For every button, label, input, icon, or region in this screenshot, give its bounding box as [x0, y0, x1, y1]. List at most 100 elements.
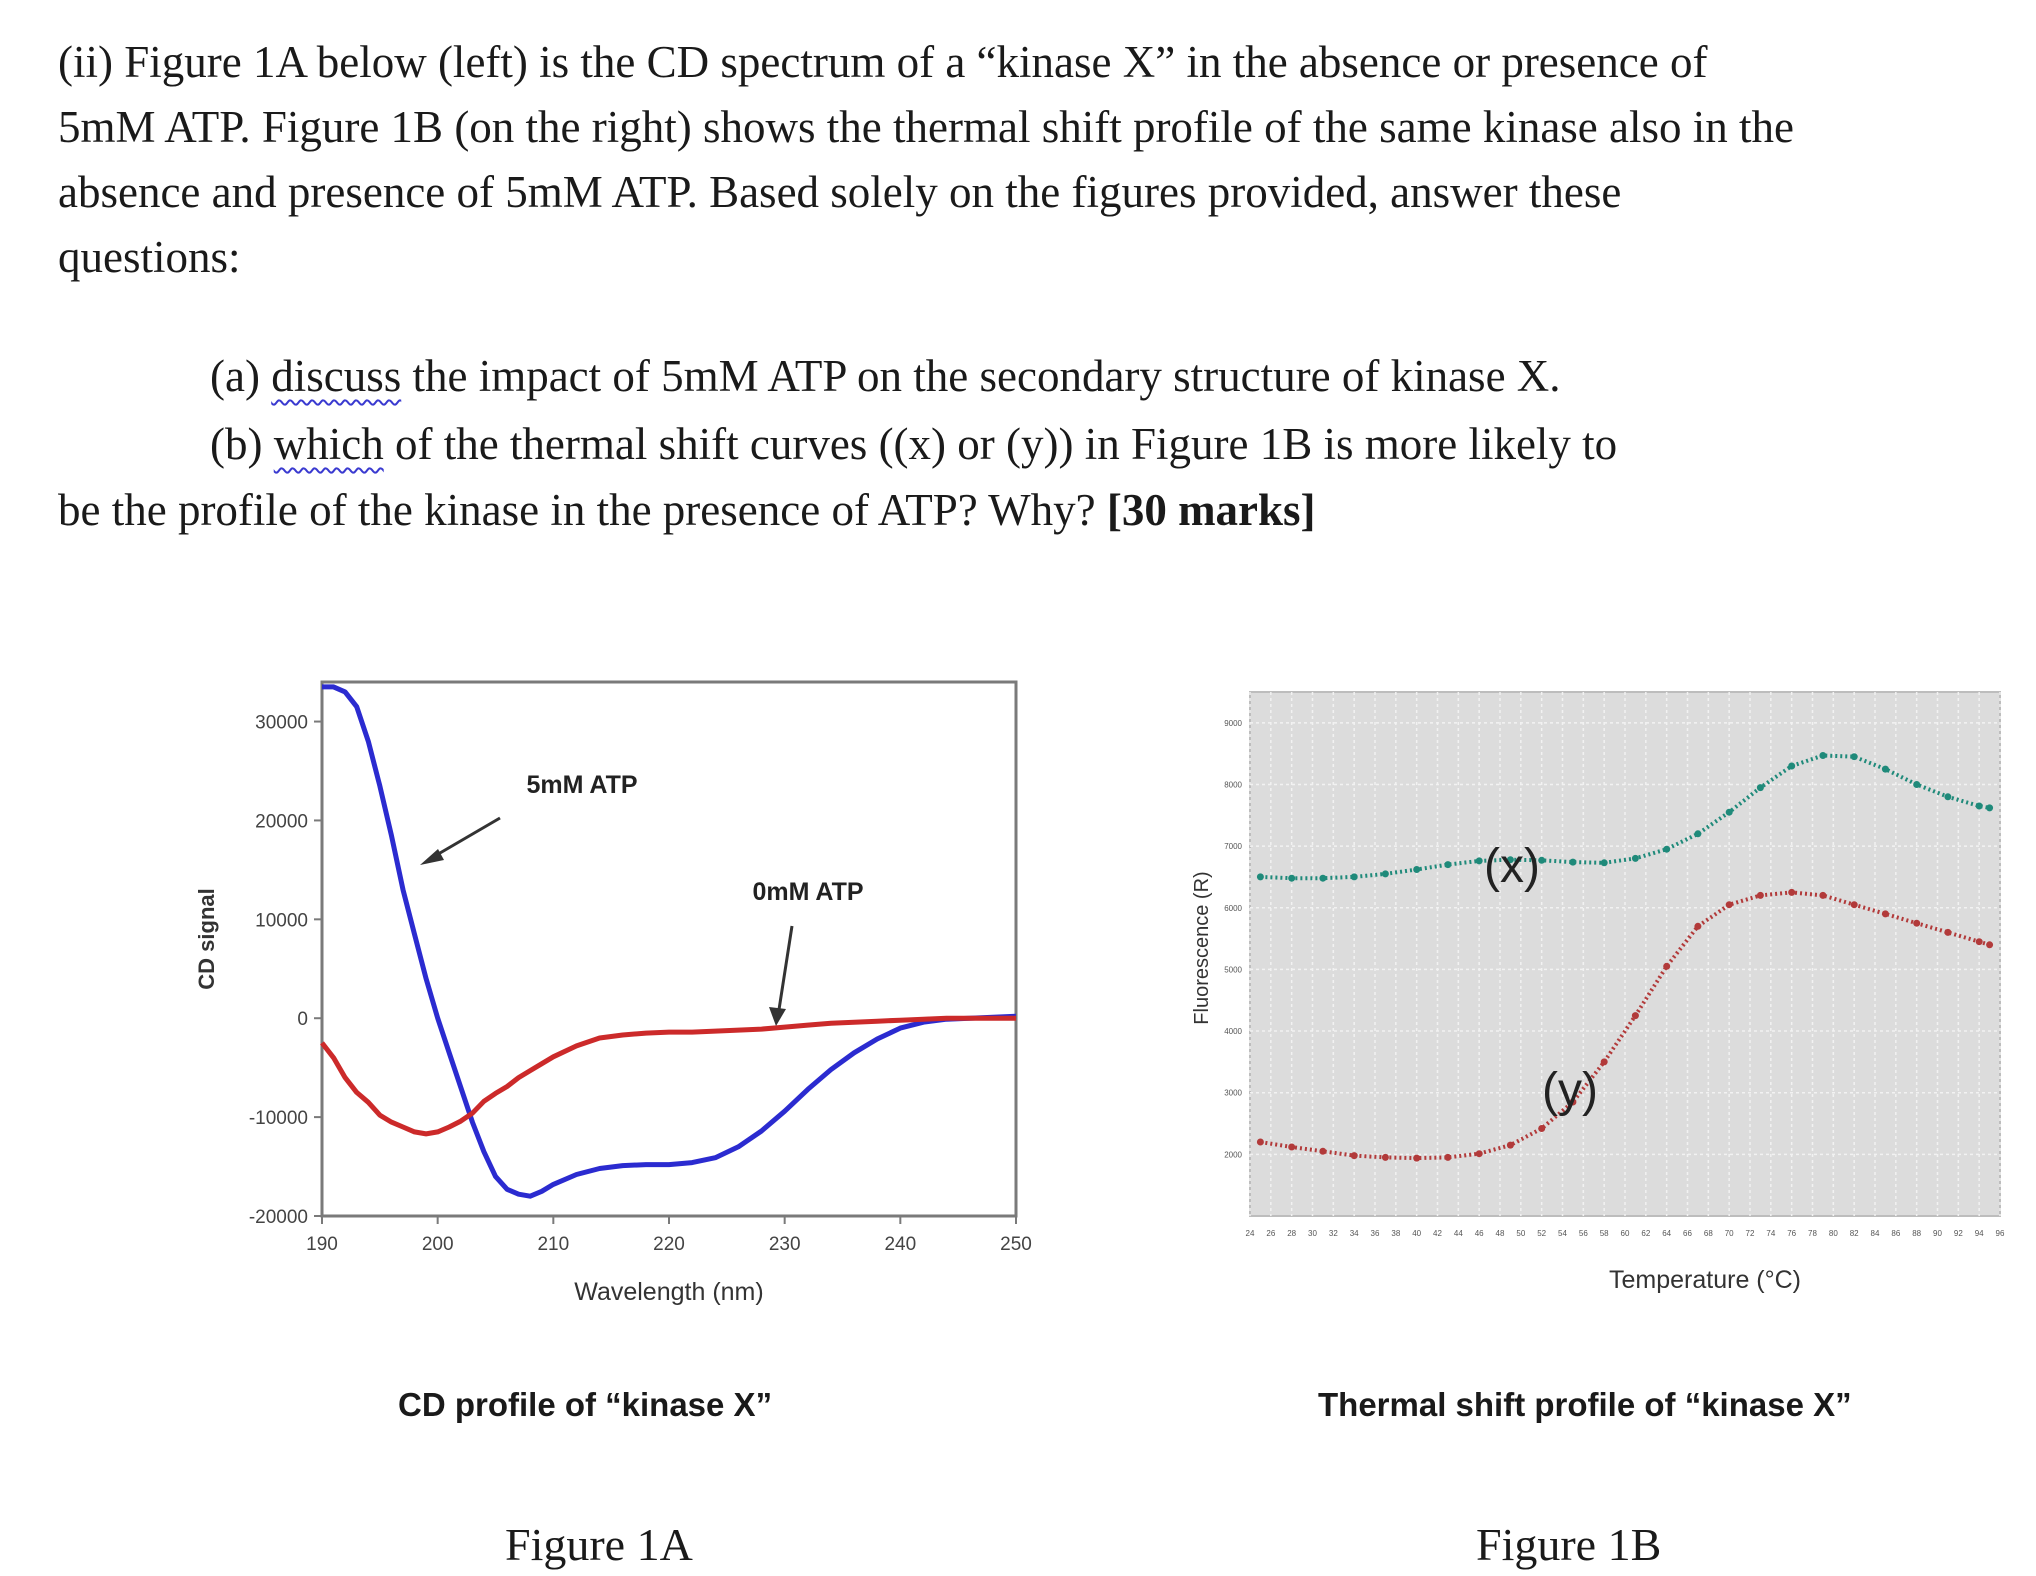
data-point-x	[1788, 762, 1796, 770]
x-tick-label: 46	[1475, 1229, 1484, 1238]
data-point-y	[1756, 891, 1764, 899]
y-tick-label: -20000	[249, 1207, 308, 1228]
data-point-y	[1725, 901, 1733, 909]
y-tick-label: -10000	[249, 1108, 308, 1129]
x-tick-label: 64	[1662, 1229, 1671, 1238]
data-point-y	[1850, 901, 1858, 909]
x-tick-label: 86	[1891, 1229, 1900, 1238]
data-point-x	[1444, 861, 1452, 869]
data-point-x	[1881, 765, 1889, 773]
x-axis-label: Wavelength (nm)	[574, 1278, 763, 1306]
y-tick-label: 9000	[1224, 719, 1242, 728]
figure-1b-caption: Thermal shift profile of “kinase X”	[1318, 1386, 1852, 1423]
x-tick-label: 52	[1537, 1229, 1546, 1238]
data-point-y	[1506, 1141, 1514, 1149]
y-tick-label: 5000	[1224, 965, 1242, 974]
x-tick-label: 96	[1996, 1229, 2005, 1238]
part-a-prefix: (a)	[210, 351, 272, 401]
question-part-a: (a) discuss the impact of 5mM ATP on the…	[210, 350, 1561, 402]
figure-1a-label: Figure 1A	[505, 1519, 693, 1570]
data-point-x	[1850, 753, 1858, 761]
annotation-x: (x)	[1484, 840, 1540, 893]
x-tick-label: 60	[1621, 1229, 1630, 1238]
x-tick-label: 80	[1829, 1229, 1838, 1238]
x-tick-label: 30	[1308, 1229, 1317, 1238]
data-point-x	[1413, 866, 1421, 873]
y-tick-label: 20000	[255, 811, 308, 832]
y-tick-label: 10000	[255, 910, 308, 931]
data-point-y	[1413, 1154, 1421, 1162]
data-point-x	[1319, 874, 1327, 882]
data-point-x	[1631, 854, 1639, 862]
y-tick-label: 2000	[1224, 1150, 1242, 1159]
data-point-y	[1819, 891, 1827, 899]
data-point-y	[1569, 1098, 1577, 1106]
x-tick-label: 82	[1850, 1229, 1859, 1238]
y-tick-label: 3000	[1224, 1089, 1242, 1098]
marks-label: [30 marks]	[1106, 485, 1316, 535]
x-tick-label: 68	[1704, 1229, 1713, 1238]
data-point-x	[1756, 784, 1764, 792]
data-point-x	[1986, 804, 1994, 812]
data-point-x	[1819, 752, 1827, 759]
data-point-y	[1319, 1147, 1327, 1155]
annotation-y: (y)	[1542, 1064, 1598, 1117]
part-b-prefix: (b)	[210, 419, 274, 469]
x-tick-label: 40	[1412, 1229, 1421, 1238]
x-tick-label: 56	[1579, 1229, 1588, 1238]
x-tick-label: 58	[1600, 1229, 1609, 1238]
data-point-y	[1444, 1153, 1452, 1161]
x-tick-label: 250	[1000, 1234, 1032, 1255]
x-tick-label: 42	[1433, 1229, 1442, 1238]
question-part-b: (b) which of the thermal shift curves ((…	[210, 418, 1617, 470]
x-tick-label: 44	[1454, 1229, 1463, 1238]
x-tick-label: 210	[537, 1234, 569, 1255]
data-point-x	[1600, 859, 1608, 867]
x-tick-label: 88	[1912, 1229, 1921, 1238]
x-tick-label: 28	[1287, 1229, 1296, 1238]
data-point-y	[1944, 928, 1952, 936]
data-point-y	[1350, 1152, 1358, 1160]
arrowhead-icon	[769, 1007, 786, 1026]
y-tick-label: 7000	[1224, 842, 1242, 851]
data-point-y	[1631, 1012, 1639, 1020]
data-point-x	[1944, 793, 1952, 801]
x-tick-label: 220	[653, 1234, 685, 1255]
data-point-y	[1788, 888, 1796, 896]
data-point-y	[1975, 938, 1983, 946]
part-b-verb: which	[273, 419, 384, 469]
x-tick-label: 94	[1975, 1229, 1984, 1238]
x-tick-label: 70	[1725, 1229, 1734, 1238]
data-point-y	[1986, 941, 1994, 949]
question-text: (ii) Figure 1A below (left) is the CD sp…	[58, 30, 1798, 290]
series-line-0mm-atp	[320, 1015, 1016, 1137]
figure-1a-chart: -20000 -10000 0 10000 20000 30000 190 200 210 220…	[194, 680, 1032, 1306]
figure-1a-caption: CD profile of “kinase X”	[398, 1386, 773, 1423]
data-point-y	[1381, 1153, 1389, 1161]
x-tick-label: 76	[1787, 1229, 1796, 1238]
x-tick-label: 62	[1641, 1229, 1650, 1238]
data-point-x	[1506, 856, 1514, 864]
data-point-x	[1538, 856, 1546, 864]
part-a-verb: discuss	[271, 351, 402, 401]
data-point-x	[1350, 873, 1358, 881]
part-a-rest: the impact of 5mM ATP on the secondary s…	[401, 351, 1561, 401]
x-tick-label: 84	[1871, 1229, 1880, 1238]
data-point-y	[1256, 1138, 1264, 1146]
x-tick-label: 74	[1766, 1229, 1775, 1238]
part-b-line2: be the profile of the kinase in the pres…	[58, 485, 1107, 535]
part-b-rest: of the thermal shift curves ((x) or (y))…	[383, 419, 1618, 469]
data-point-x	[1381, 870, 1389, 878]
data-point-y	[1600, 1058, 1608, 1066]
series-line-5mm-atp	[322, 684, 1017, 1199]
x-tick-label: 34	[1350, 1229, 1359, 1238]
x-tick-label: 92	[1954, 1229, 1963, 1238]
x-tick-label: 36	[1371, 1229, 1380, 1238]
data-point-x	[1913, 781, 1921, 788]
plot-area	[1249, 691, 2001, 1217]
data-point-x	[1475, 857, 1483, 865]
x-tick-label: 72	[1746, 1229, 1755, 1238]
data-point-x	[1694, 830, 1702, 838]
data-point-x	[1569, 858, 1577, 866]
data-point-y	[1538, 1125, 1546, 1132]
